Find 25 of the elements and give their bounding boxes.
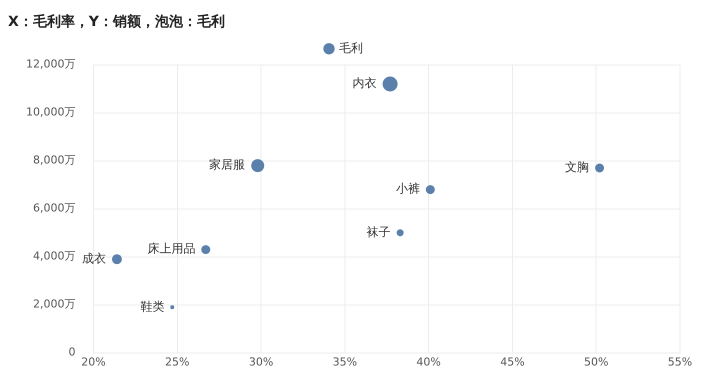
x-tick-label: 45%: [500, 355, 525, 368]
annotation: 袜子: [366, 224, 391, 239]
y-tick-label: 0: [68, 346, 76, 359]
annotation: 床上用品: [147, 242, 196, 256]
x-tick-label: 30%: [248, 355, 274, 368]
annotation: 成衣: [82, 251, 106, 266]
x-tick-label: 40%: [416, 355, 441, 368]
annotation: 鞋类: [140, 299, 164, 314]
annotation: 内衣: [352, 76, 377, 90]
chart-title: X：毛利率，Y：销额，泡泡：毛利: [8, 13, 225, 30]
annotation: 家居服: [209, 158, 246, 172]
y-tick-label: 8,000万: [32, 154, 76, 167]
y-tick-label: 2,000万: [32, 298, 76, 311]
annotation: 小裤: [396, 182, 420, 196]
y-tick-label: 12,000万: [26, 58, 76, 71]
y-tick-label: 10,000万: [26, 106, 76, 119]
x-tick-label: 25%: [165, 355, 190, 368]
annotation: 文胸: [565, 160, 590, 174]
y-tick-label: 6,000万: [32, 202, 76, 215]
x-tick-label: 55%: [668, 355, 692, 368]
y-tick-label: 4,000万: [32, 250, 76, 263]
legend-label: 毛利: [339, 40, 363, 55]
x-tick-label: 20%: [81, 355, 106, 368]
x-tick-label: 35%: [332, 355, 358, 368]
x-tick-label: 50%: [584, 355, 608, 368]
